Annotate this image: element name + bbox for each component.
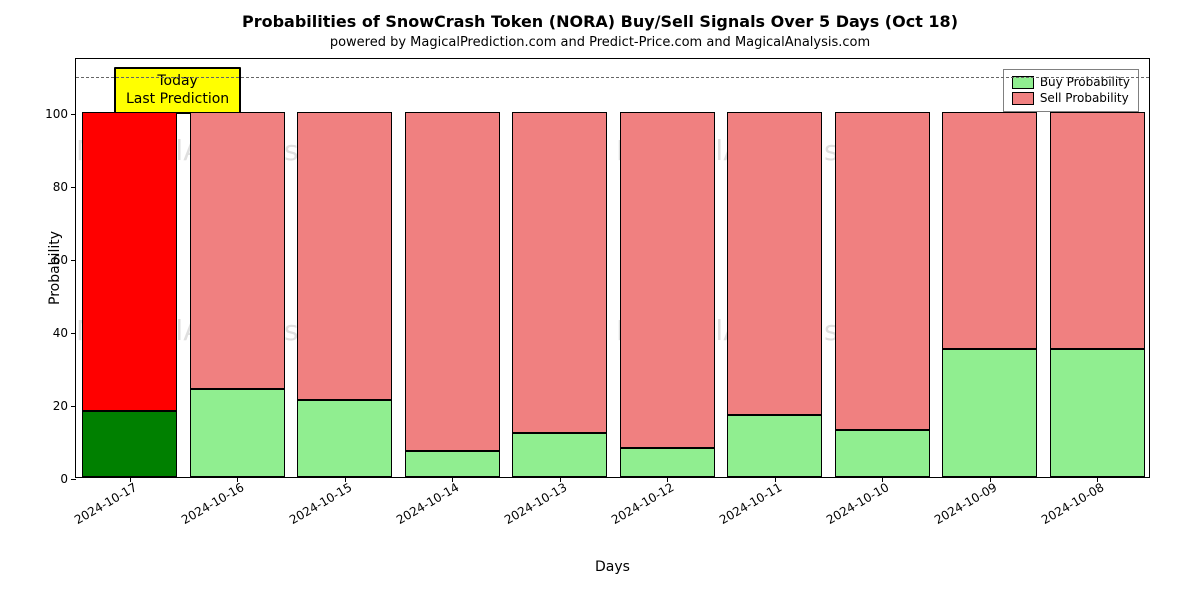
x-tick-label: 2024-10-17 xyxy=(72,480,139,527)
bar-sell xyxy=(942,112,1037,349)
chart-subtitle: powered by MagicalPrediction.com and Pre… xyxy=(0,35,1200,50)
legend: Buy ProbabilitySell Probability xyxy=(1003,69,1139,112)
bar-buy xyxy=(190,389,285,477)
chart-wrapper: Probability Days Buy ProbabilitySell Pro… xyxy=(75,58,1150,478)
y-tick-label: 60 xyxy=(53,253,76,267)
x-tick-label: 2024-10-10 xyxy=(824,480,891,527)
bar-sell xyxy=(727,112,822,415)
bar-buy xyxy=(835,430,930,477)
legend-swatch xyxy=(1012,92,1034,105)
x-tick-label: 2024-10-15 xyxy=(287,480,354,527)
y-tick-label: 40 xyxy=(53,326,76,340)
x-tick-label: 2024-10-09 xyxy=(932,480,999,527)
annotation-line-1: Today xyxy=(126,73,229,91)
reference-line xyxy=(76,77,1149,78)
bar-sell xyxy=(82,112,177,411)
x-tick-label: 2024-10-08 xyxy=(1039,480,1106,527)
y-axis-title: Probability xyxy=(47,231,63,305)
y-tick-label: 80 xyxy=(53,180,76,194)
plot-area: Probability Days Buy ProbabilitySell Pro… xyxy=(75,58,1150,478)
x-tick-label: 2024-10-13 xyxy=(502,480,569,527)
today-annotation: TodayLast Prediction xyxy=(114,67,241,114)
legend-label: Sell Probability xyxy=(1040,91,1129,107)
legend-item: Sell Probability xyxy=(1012,91,1130,107)
bar-buy xyxy=(512,433,607,477)
bar-sell xyxy=(1050,112,1145,349)
bar-sell xyxy=(835,112,930,430)
x-axis-title: Days xyxy=(595,559,630,575)
bar-buy xyxy=(297,400,392,477)
y-tick-label: 0 xyxy=(60,472,76,486)
bar-sell xyxy=(512,112,607,433)
annotation-line-2: Last Prediction xyxy=(126,91,229,109)
bar-sell xyxy=(190,112,285,390)
bar-sell xyxy=(620,112,715,448)
bar-buy xyxy=(620,448,715,477)
y-tick-label: 20 xyxy=(53,399,76,413)
x-tick-label: 2024-10-12 xyxy=(609,480,676,527)
bar-sell xyxy=(297,112,392,401)
bar-buy xyxy=(405,451,500,477)
bar-buy xyxy=(727,415,822,477)
bar-buy xyxy=(82,411,177,477)
bar-sell xyxy=(405,112,500,452)
title-block: Probabilities of SnowCrash Token (NORA) … xyxy=(0,0,1200,50)
bar-buy xyxy=(942,349,1037,477)
x-tick-label: 2024-10-16 xyxy=(179,480,246,527)
x-tick-label: 2024-10-11 xyxy=(717,480,784,527)
x-tick-label: 2024-10-14 xyxy=(394,480,461,527)
y-tick-label: 100 xyxy=(45,107,76,121)
chart-title: Probabilities of SnowCrash Token (NORA) … xyxy=(0,12,1200,31)
bar-buy xyxy=(1050,349,1145,477)
